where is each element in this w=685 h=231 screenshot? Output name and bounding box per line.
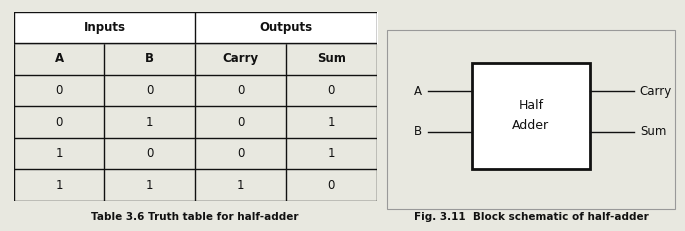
Text: 1: 1 [146,116,153,128]
Text: 1: 1 [237,179,245,192]
Text: 0: 0 [327,84,335,97]
Text: A: A [55,52,64,65]
Text: 0: 0 [55,84,63,97]
Text: Inputs: Inputs [84,21,125,34]
Text: 1: 1 [55,179,63,192]
Text: B: B [145,52,154,65]
Bar [386,30,675,209]
Bar [472,63,590,169]
Text: Table 3.6 Truth table for half-adder: Table 3.6 Truth table for half-adder [92,212,299,222]
Text: A: A [414,85,422,98]
Text: Outputs: Outputs [260,21,312,34]
Text: Sum: Sum [640,125,667,138]
Text: Adder: Adder [512,119,549,132]
Text: 1: 1 [327,147,335,160]
Text: Half: Half [519,99,543,112]
Text: 0: 0 [327,179,335,192]
Text: Carry: Carry [640,85,672,98]
Text: 0: 0 [146,147,153,160]
Text: 0: 0 [237,147,245,160]
Text: 1: 1 [327,116,335,128]
Text: Sum: Sum [317,52,346,65]
Text: 0: 0 [237,84,245,97]
Text: 0: 0 [237,116,245,128]
Text: 0: 0 [146,84,153,97]
Text: 0: 0 [55,116,63,128]
Text: Carry: Carry [223,52,259,65]
Text: B: B [414,125,422,138]
Text: Fig. 3.11  Block schematic of half-adder: Fig. 3.11 Block schematic of half-adder [414,212,648,222]
Text: 1: 1 [55,147,63,160]
Text: 1: 1 [146,179,153,192]
